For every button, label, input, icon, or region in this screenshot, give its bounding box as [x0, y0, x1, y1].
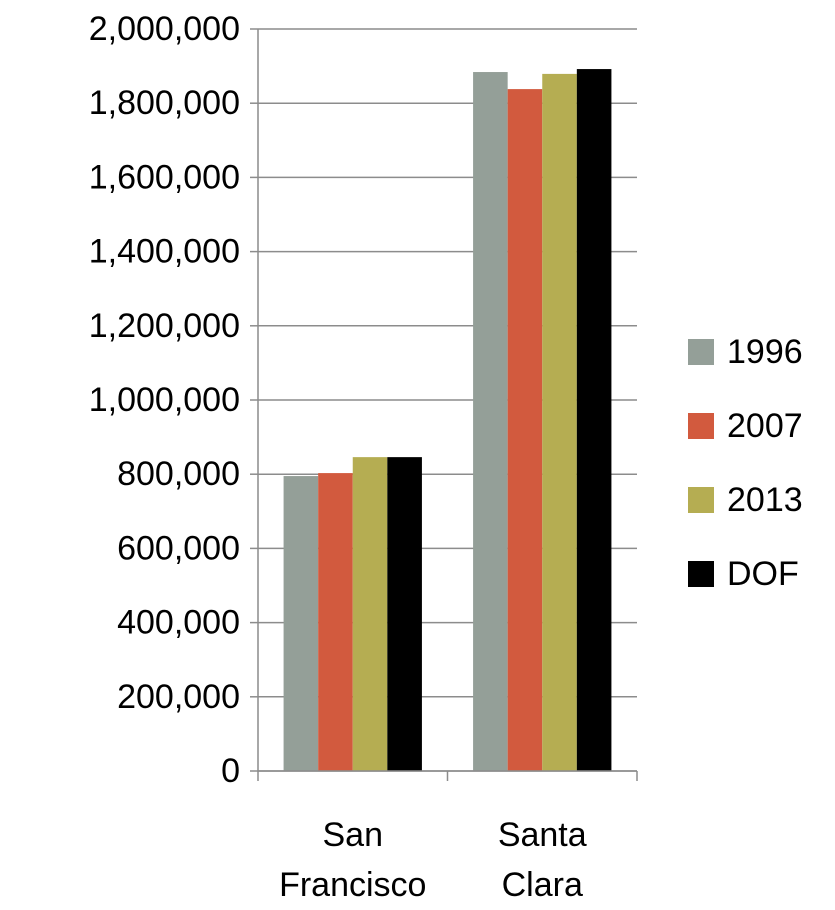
y-tick-label: 1,200,000 [89, 307, 240, 345]
legend-label: 2013 [727, 481, 803, 519]
bar [352, 457, 388, 771]
bar [473, 72, 508, 771]
bar [318, 473, 353, 771]
y-tick-label: 1,400,000 [89, 233, 240, 271]
legend-swatch [688, 487, 714, 513]
y-tick-label: 200,000 [117, 678, 240, 716]
bar [283, 476, 319, 771]
legend-swatch [688, 413, 714, 439]
x-tick-label: Santa Clara [497, 816, 587, 904]
x-tick-label: San Francisco [279, 816, 427, 904]
y-tick-label: 800,000 [117, 455, 240, 493]
legend-swatch [688, 339, 714, 365]
y-tick-label: 1,600,000 [89, 158, 240, 196]
bar [542, 73, 577, 772]
y-tick-label: 600,000 [117, 529, 240, 567]
bar [387, 457, 422, 771]
y-tick-label: 1,000,000 [89, 381, 240, 419]
legend-swatch [688, 561, 714, 587]
legend-label: 2007 [727, 407, 803, 445]
bar [507, 89, 543, 772]
y-tick-label: 0 [221, 752, 240, 790]
y-tick-label: 400,000 [117, 604, 240, 642]
legend-label: DOF [727, 555, 799, 593]
bar [576, 69, 612, 772]
y-tick-label: 2,000,000 [89, 10, 240, 48]
legend-label: 1996 [727, 333, 803, 371]
y-tick-label: 1,800,000 [89, 84, 240, 122]
